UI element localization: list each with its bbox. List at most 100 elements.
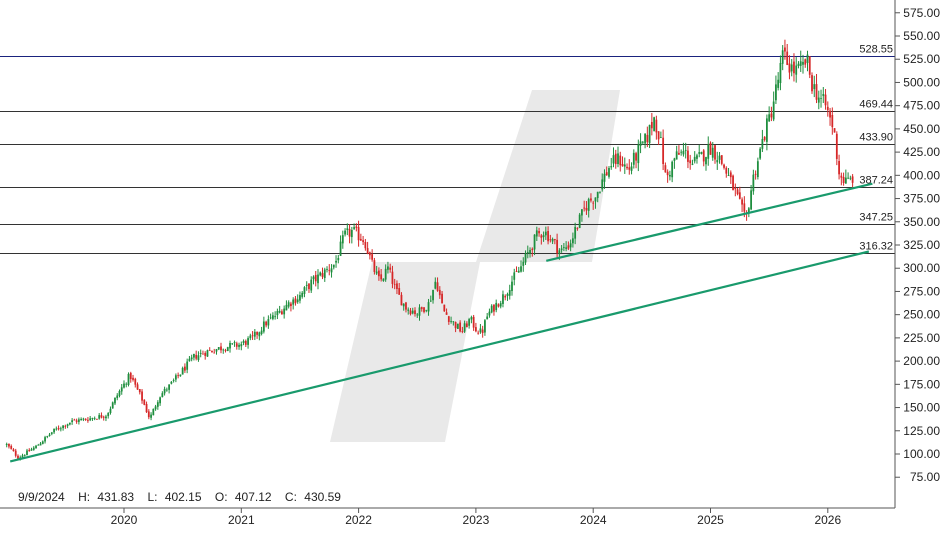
candle xyxy=(233,340,236,347)
candle xyxy=(711,141,714,161)
candle xyxy=(574,222,577,245)
candle xyxy=(427,298,430,316)
candle xyxy=(596,191,599,203)
candle xyxy=(141,389,143,404)
y-tick-label-7: 250.00 xyxy=(903,308,940,322)
candle xyxy=(702,149,705,167)
candle xyxy=(423,306,425,314)
candle xyxy=(729,170,732,184)
candle xyxy=(754,170,757,180)
candle xyxy=(653,116,656,132)
candle xyxy=(587,197,590,218)
candle xyxy=(138,388,141,395)
candle xyxy=(202,350,204,355)
candle xyxy=(617,146,619,168)
candle xyxy=(384,264,387,282)
candle xyxy=(111,401,114,409)
candle xyxy=(804,58,807,68)
candle xyxy=(502,290,504,308)
candle xyxy=(89,416,92,422)
candle xyxy=(486,312,489,320)
candle xyxy=(134,377,137,388)
candle xyxy=(680,149,683,156)
candle xyxy=(292,297,295,310)
info-high: 431.83 xyxy=(97,490,134,504)
y-axis: 75.00 100.00 125.00 150.00 175.00 200.00 225.0… xyxy=(895,6,940,484)
candle xyxy=(612,147,615,168)
candle xyxy=(258,331,261,341)
level-label-2: 433.90 xyxy=(859,132,893,144)
candle xyxy=(420,306,423,312)
candle xyxy=(632,149,635,169)
candle xyxy=(317,269,319,290)
candle xyxy=(583,200,586,212)
candle xyxy=(281,309,283,315)
candle xyxy=(585,201,588,215)
candle xyxy=(271,312,274,321)
candle xyxy=(544,226,547,240)
candle xyxy=(538,227,540,237)
candle xyxy=(396,280,398,295)
candle xyxy=(98,413,101,420)
candle xyxy=(373,257,376,275)
candle xyxy=(305,281,308,291)
candle xyxy=(678,145,680,155)
x-axis: 2020 2021 2022 2023 2024 2025 2026 xyxy=(111,508,841,527)
candle xyxy=(150,412,152,421)
candle xyxy=(177,372,180,379)
y-tick-label-5: 200.00 xyxy=(903,354,940,368)
candle xyxy=(675,145,678,160)
candle xyxy=(718,152,721,164)
candle xyxy=(529,247,531,258)
candle xyxy=(648,124,651,149)
candle xyxy=(628,159,631,175)
candle xyxy=(100,412,103,419)
candle xyxy=(608,166,610,179)
candle xyxy=(725,166,728,178)
y-tick-label-6: 225.00 xyxy=(903,331,940,345)
candle xyxy=(623,157,626,174)
candle xyxy=(484,319,486,336)
candle xyxy=(393,278,396,290)
candle xyxy=(378,267,380,281)
candle xyxy=(635,151,637,169)
candle xyxy=(831,107,834,135)
candle xyxy=(490,304,493,314)
y-tick-label-9: 300.00 xyxy=(903,261,940,275)
candle xyxy=(562,243,565,252)
candle xyxy=(253,329,256,341)
candle xyxy=(303,286,306,298)
candle xyxy=(359,233,362,241)
candle xyxy=(732,174,734,191)
level-label-1: 469.44 xyxy=(859,99,893,111)
candle xyxy=(244,339,247,347)
candle xyxy=(398,282,401,295)
candle xyxy=(172,378,175,383)
candle xyxy=(77,417,80,425)
candle xyxy=(738,186,741,200)
candle xyxy=(540,233,543,245)
watermark-slash-right xyxy=(476,90,620,262)
candle xyxy=(238,342,240,350)
candle xyxy=(644,133,646,149)
candle xyxy=(416,312,419,318)
candle xyxy=(247,336,249,349)
candle xyxy=(184,363,186,373)
y-tick-label-17: 500.00 xyxy=(903,75,940,89)
candle xyxy=(723,163,725,170)
x-tick-label-3: 2023 xyxy=(463,513,490,527)
candle xyxy=(736,187,739,196)
candle xyxy=(364,238,367,251)
candle xyxy=(344,228,346,237)
level-label-5: 316.32 xyxy=(859,241,893,253)
candle xyxy=(287,300,290,309)
candle xyxy=(159,396,161,406)
y-tick-label-18: 525.00 xyxy=(903,52,940,66)
candle xyxy=(447,315,450,325)
candle xyxy=(716,151,719,170)
candle xyxy=(802,54,804,74)
candle xyxy=(849,175,852,181)
candle xyxy=(463,320,466,333)
candle xyxy=(213,348,216,354)
